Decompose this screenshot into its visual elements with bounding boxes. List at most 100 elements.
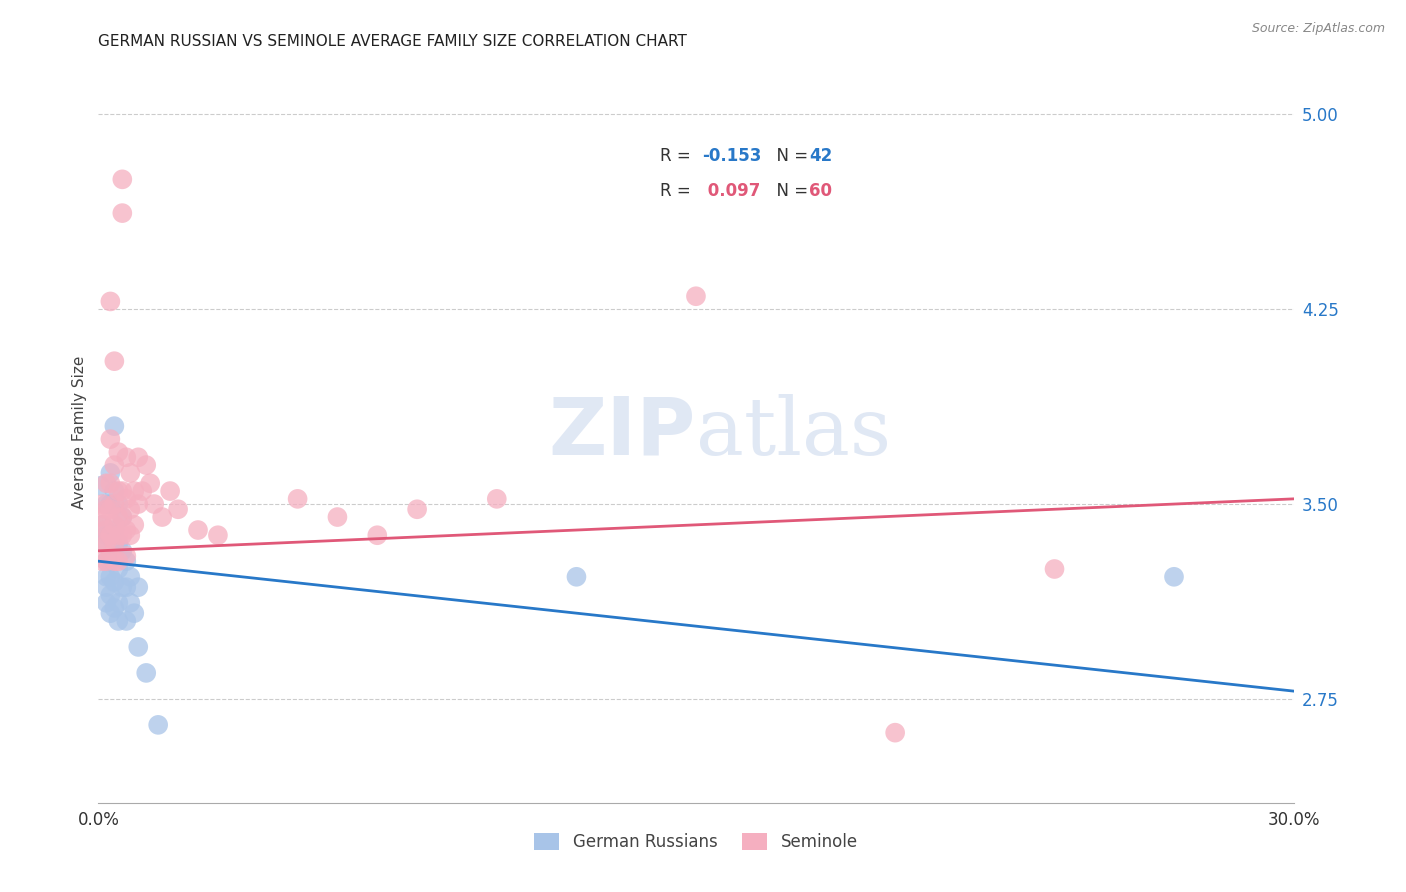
Point <box>111 528 134 542</box>
Point <box>127 450 149 465</box>
Point <box>167 502 190 516</box>
Point <box>98 570 122 584</box>
Point <box>127 497 149 511</box>
Point <box>150 510 173 524</box>
Legend: German Russians, Seminole: German Russians, Seminole <box>527 826 865 857</box>
Point <box>103 419 125 434</box>
Point <box>107 510 129 524</box>
Point <box>1163 570 1185 584</box>
Point <box>111 544 134 558</box>
Point <box>120 466 142 480</box>
Point <box>115 450 138 465</box>
Y-axis label: Average Family Size: Average Family Size <box>72 356 87 509</box>
Point <box>111 484 134 499</box>
Point <box>107 528 129 542</box>
Point <box>565 570 588 584</box>
Point <box>884 725 907 739</box>
Point <box>103 554 125 568</box>
Point <box>107 562 129 576</box>
Point <box>107 554 129 568</box>
Point <box>96 523 118 537</box>
Point <box>96 580 118 594</box>
Point <box>98 588 122 602</box>
Text: 42: 42 <box>810 147 832 165</box>
Point <box>107 614 129 628</box>
Point <box>115 554 138 568</box>
Point <box>103 536 125 550</box>
Point <box>107 536 129 550</box>
Point <box>96 554 118 568</box>
Point <box>131 484 153 499</box>
Point <box>139 476 162 491</box>
Point <box>98 528 122 542</box>
Point <box>103 601 125 615</box>
Point <box>98 497 122 511</box>
Point <box>187 523 209 537</box>
Point <box>103 574 125 589</box>
Text: Source: ZipAtlas.com: Source: ZipAtlas.com <box>1251 22 1385 36</box>
Point <box>91 536 114 550</box>
Text: 0.097: 0.097 <box>703 182 761 200</box>
Point <box>111 510 134 524</box>
Text: N =: N = <box>766 147 813 165</box>
Point <box>406 502 429 516</box>
Point <box>135 665 157 680</box>
Point <box>103 484 125 499</box>
Point <box>1043 562 1066 576</box>
Text: R =: R = <box>661 147 696 165</box>
Point <box>98 432 122 446</box>
Point <box>124 517 146 532</box>
Point <box>98 476 122 491</box>
Point <box>326 510 349 524</box>
Point <box>89 510 111 524</box>
Point <box>91 554 114 568</box>
Text: N =: N = <box>766 182 813 200</box>
Point <box>91 536 114 550</box>
Point <box>98 606 122 620</box>
Text: 60: 60 <box>810 182 832 200</box>
Text: ZIP: ZIP <box>548 393 696 472</box>
Point <box>103 517 125 532</box>
Point <box>103 549 125 563</box>
Point <box>89 479 111 493</box>
Point <box>111 510 134 524</box>
Point <box>96 528 118 542</box>
Point <box>115 580 138 594</box>
Point <box>98 466 122 480</box>
Point <box>107 445 129 459</box>
Point <box>115 614 138 628</box>
Point <box>124 606 146 620</box>
Point <box>127 580 149 594</box>
Point <box>124 484 146 499</box>
Text: R =: R = <box>661 182 696 200</box>
Point <box>103 497 125 511</box>
Point <box>287 491 309 506</box>
Point <box>107 596 129 610</box>
Point <box>96 502 118 516</box>
Text: atlas: atlas <box>696 393 891 472</box>
Point <box>96 536 118 550</box>
Point <box>685 289 707 303</box>
Point <box>366 528 388 542</box>
Text: -0.153: -0.153 <box>703 147 762 165</box>
Point <box>111 172 134 186</box>
Point <box>148 718 170 732</box>
Point <box>485 491 508 506</box>
Point <box>120 596 142 610</box>
Point <box>91 517 114 532</box>
Point <box>107 484 129 499</box>
Point <box>207 528 229 542</box>
Point <box>96 497 118 511</box>
Point <box>127 640 149 654</box>
Point <box>120 528 142 542</box>
Point <box>98 549 122 563</box>
Point <box>143 497 166 511</box>
Point <box>120 570 142 584</box>
Point <box>115 549 138 563</box>
Point <box>103 458 125 472</box>
Point <box>107 497 129 511</box>
Point <box>98 554 122 568</box>
Point <box>115 491 138 506</box>
Text: GERMAN RUSSIAN VS SEMINOLE AVERAGE FAMILY SIZE CORRELATION CHART: GERMAN RUSSIAN VS SEMINOLE AVERAGE FAMIL… <box>98 34 688 49</box>
Point <box>96 596 118 610</box>
